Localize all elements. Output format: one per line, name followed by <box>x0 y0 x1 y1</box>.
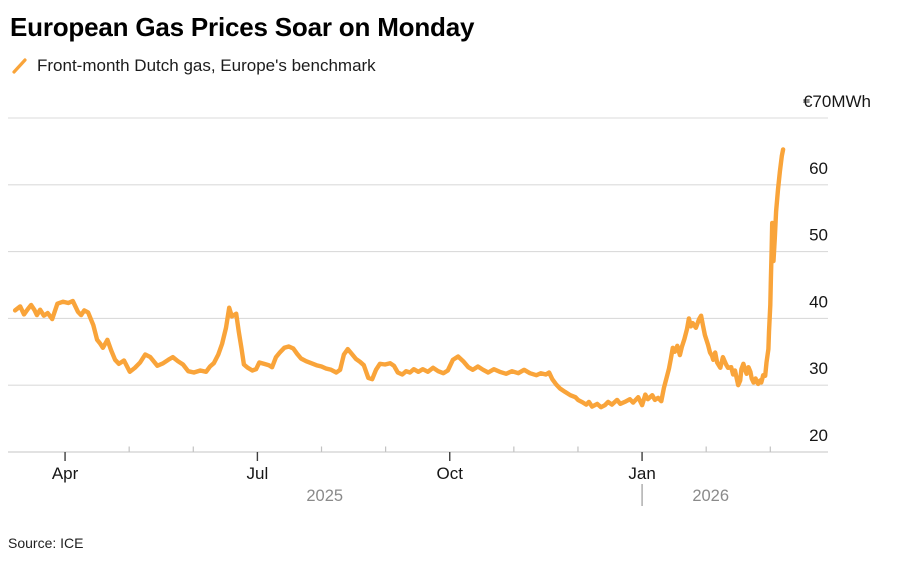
x-month-label: Apr <box>52 464 79 483</box>
source-note: Source: ICE <box>8 535 84 551</box>
year-label: 2025 <box>306 487 343 505</box>
legend-slash-icon <box>12 58 27 74</box>
legend-label: Front-month Dutch gas, Europe's benchmar… <box>37 56 376 75</box>
y-axis-unit-label: €70MWh <box>803 92 871 111</box>
y-tick-label: 30 <box>809 359 828 378</box>
x-month-label: Jul <box>247 464 269 483</box>
legend: Front-month Dutch gas, Europe's benchmar… <box>10 56 376 76</box>
y-tick-label: 60 <box>809 159 828 178</box>
y-tick-label: 40 <box>809 292 828 311</box>
chart-title: European Gas Prices Soar on Monday <box>10 12 475 42</box>
year-label: 2026 <box>692 487 729 505</box>
y-tick-label: 50 <box>809 226 828 245</box>
price-line <box>12 147 786 410</box>
x-month-label: Oct <box>437 464 464 483</box>
y-tick-label: 20 <box>809 426 828 445</box>
x-month-label: Jan <box>628 464 655 483</box>
